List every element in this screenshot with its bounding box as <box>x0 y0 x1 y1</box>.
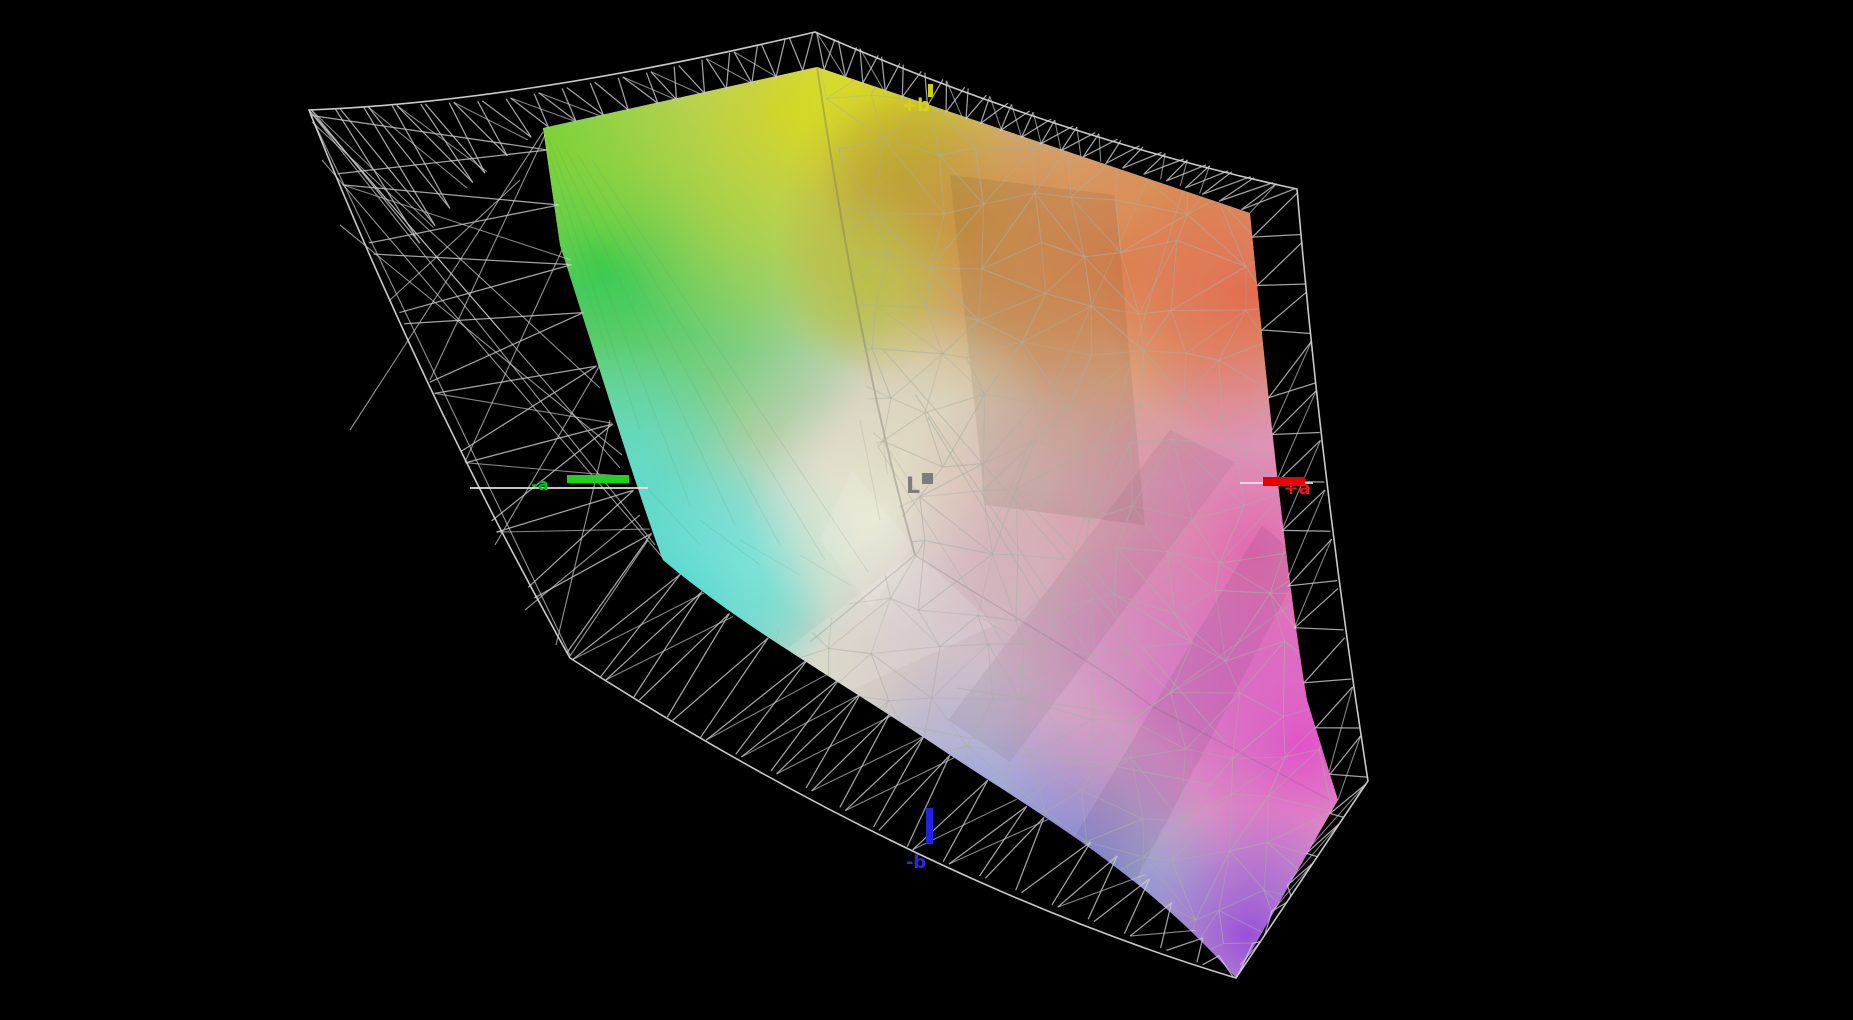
lightness-axis-square <box>922 473 933 484</box>
axis-label-lightness: L <box>906 474 920 499</box>
minus-b-bar <box>926 808 933 844</box>
axis-label-plus-b: +b <box>902 95 930 116</box>
axis-label-minus-b: -b <box>906 852 926 873</box>
minus-a-bar <box>567 475 629 483</box>
axis-labels: +b -a +a -b L <box>531 95 1310 873</box>
axis-label-plus-a: +a <box>1283 478 1310 499</box>
reference-wireframe <box>307 31 1369 979</box>
wireframe-outline <box>307 31 1369 979</box>
plus-a-bar <box>1263 477 1305 486</box>
axis-marks <box>470 84 1313 844</box>
green-face-hairlines <box>547 137 881 586</box>
plus-b-tick <box>928 84 933 97</box>
axis-label-minus-a: -a <box>531 475 548 494</box>
